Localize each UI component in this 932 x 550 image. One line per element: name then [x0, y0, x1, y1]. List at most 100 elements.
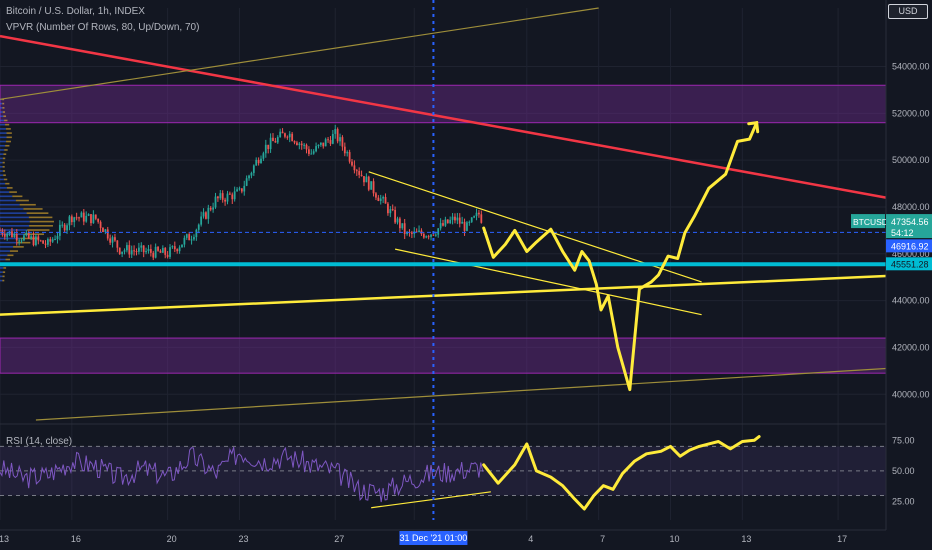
candle-body: [140, 245, 143, 248]
candle-body: [444, 219, 447, 226]
candle-body: [291, 133, 294, 142]
candle-body: [70, 216, 73, 223]
candle-body: [384, 197, 387, 204]
volume-bar: [3, 267, 7, 269]
candle-body: [468, 221, 471, 223]
candle-body: [422, 234, 425, 238]
price-tick-label: 44000.00: [892, 296, 930, 306]
candle-body: [454, 216, 456, 221]
candle-body: [458, 217, 461, 224]
candle-body: [286, 136, 289, 138]
candle-body: [296, 142, 298, 146]
time-tick-label: 23: [238, 534, 248, 544]
price-tick-label: 52000.00: [892, 108, 930, 118]
volume-bar: [0, 220, 30, 223]
candle-body: [231, 194, 234, 200]
candle-body: [372, 181, 375, 194]
volume-bar: [3, 174, 6, 177]
candle-body: [87, 214, 90, 216]
candle-body: [466, 222, 468, 231]
volume-bar: [0, 225, 30, 227]
time-tick-label: 27: [334, 534, 344, 544]
candle-body: [18, 240, 21, 242]
volume-bar: [0, 123, 6, 126]
candle-body: [217, 196, 219, 199]
candle-body: [439, 223, 442, 229]
volume-bar: [0, 144, 6, 147]
candle-body: [197, 224, 200, 230]
candle-body: [6, 233, 9, 237]
volume-bar: [2, 111, 6, 113]
candle-body: [365, 176, 368, 183]
candle-body: [245, 178, 248, 186]
volume-bar: [13, 246, 24, 248]
candles: [0, 124, 483, 261]
volume-bar: [0, 187, 7, 189]
candle-body: [109, 238, 112, 243]
candle-body: [255, 159, 258, 166]
candle-body: [418, 230, 420, 232]
volume-bar: [5, 182, 10, 185]
candle-body: [446, 219, 449, 224]
candle-body: [375, 193, 377, 198]
candle-body: [389, 209, 392, 214]
candle-body: [32, 236, 35, 246]
symbol-badge-label: BTCUSD: [853, 217, 888, 227]
candle-body: [133, 250, 135, 252]
candle-body: [212, 207, 215, 210]
volume-bar: [0, 195, 13, 198]
crosshair-time-badge: [399, 531, 468, 545]
price-tick-label: 40000.00: [892, 389, 930, 399]
candle-body: [176, 249, 179, 252]
candle-body: [51, 239, 54, 242]
volume-bar: [0, 275, 3, 278]
volume-bar: [27, 229, 50, 231]
volume-bar: [0, 119, 5, 122]
volume-bar: [19, 203, 36, 206]
volume-bar: [3, 178, 8, 181]
volume-bar: [0, 246, 14, 248]
volume-bar: [0, 267, 4, 269]
candle-body: [360, 174, 363, 177]
volume-bar: [0, 279, 3, 282]
candle-body: [78, 217, 80, 219]
candle-body: [260, 158, 262, 164]
candle-body: [46, 239, 49, 245]
candle-body: [116, 240, 119, 248]
time-tick-label: 4: [528, 534, 533, 544]
candle-body: [147, 248, 150, 252]
volume-bar: [2, 275, 5, 278]
volume-bar: [9, 191, 17, 193]
candle-body: [111, 237, 114, 243]
volume-bar: [6, 140, 11, 143]
candle-body: [128, 245, 131, 255]
candle-body: [85, 215, 88, 222]
volume-bar: [0, 149, 5, 151]
candle-body: [221, 193, 224, 200]
candle-body: [23, 235, 25, 241]
candle-body: [114, 237, 116, 241]
currency-button[interactable]: USD: [888, 4, 928, 19]
candle-body: [61, 224, 64, 226]
time-tick-label: 10: [669, 534, 679, 544]
candle-body: [39, 240, 42, 242]
time-tick-label: 17: [837, 534, 847, 544]
candle-body: [480, 214, 483, 223]
candle-body: [118, 247, 121, 254]
candle-body: [310, 153, 313, 155]
candle-body: [94, 214, 97, 219]
volume-bar: [9, 250, 19, 252]
candle-body: [63, 224, 66, 231]
trendline: [0, 274, 887, 316]
volume-bar: [0, 136, 7, 139]
volume-bar: [28, 216, 53, 219]
candle-body: [322, 142, 325, 147]
indicator-legend: VPVR (Number Of Rows, 80, Up/Down, 70): [6, 22, 200, 33]
candle-body: [3, 234, 6, 237]
candle-body: [324, 139, 327, 147]
candle-body: [228, 193, 231, 195]
candle-body: [171, 246, 174, 248]
candle-body: [73, 217, 76, 223]
volume-bar: [3, 153, 7, 155]
